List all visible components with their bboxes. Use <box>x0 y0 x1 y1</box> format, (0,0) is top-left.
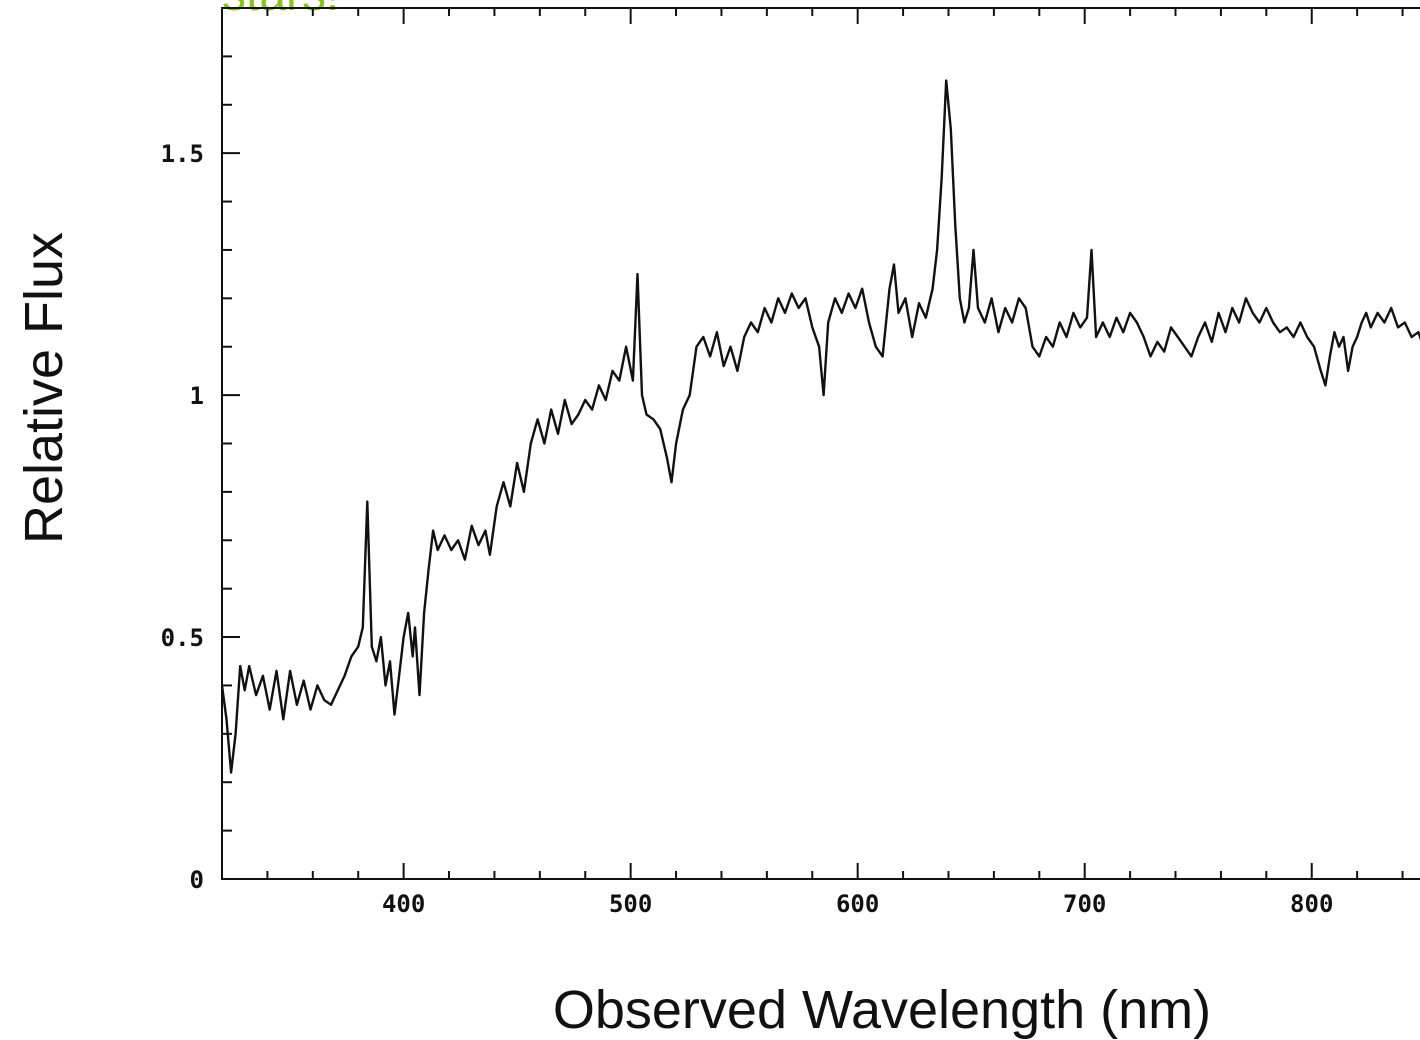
x-axis-title: Observed Wavelength (nm) <box>553 980 1211 1040</box>
y-tick-label: 1.5 <box>161 140 204 168</box>
x-axis-tick-labels: 400 500 600 700 800 <box>382 890 1333 918</box>
x-tick-label: 500 <box>609 890 652 918</box>
header-fragment: stars! <box>222 0 339 21</box>
x-tick-label: 400 <box>382 890 425 918</box>
plot-frame <box>221 7 1420 880</box>
x-tick-label: 800 <box>1290 890 1333 918</box>
y-tick-label: 1 <box>190 382 204 410</box>
spectrum-line <box>220 79 1420 774</box>
y-axis-tick-labels: 0 0.5 1 1.5 <box>161 140 204 894</box>
y-tick-label: 0.5 <box>161 624 204 652</box>
y-tick-label: 0 <box>190 866 204 894</box>
x-tick-label: 700 <box>1063 890 1106 918</box>
x-tick-label: 600 <box>836 890 879 918</box>
x-axis-ticks <box>266 8 1404 879</box>
y-axis-ticks <box>222 55 240 832</box>
y-axis-title: Relative Flux <box>14 232 74 544</box>
